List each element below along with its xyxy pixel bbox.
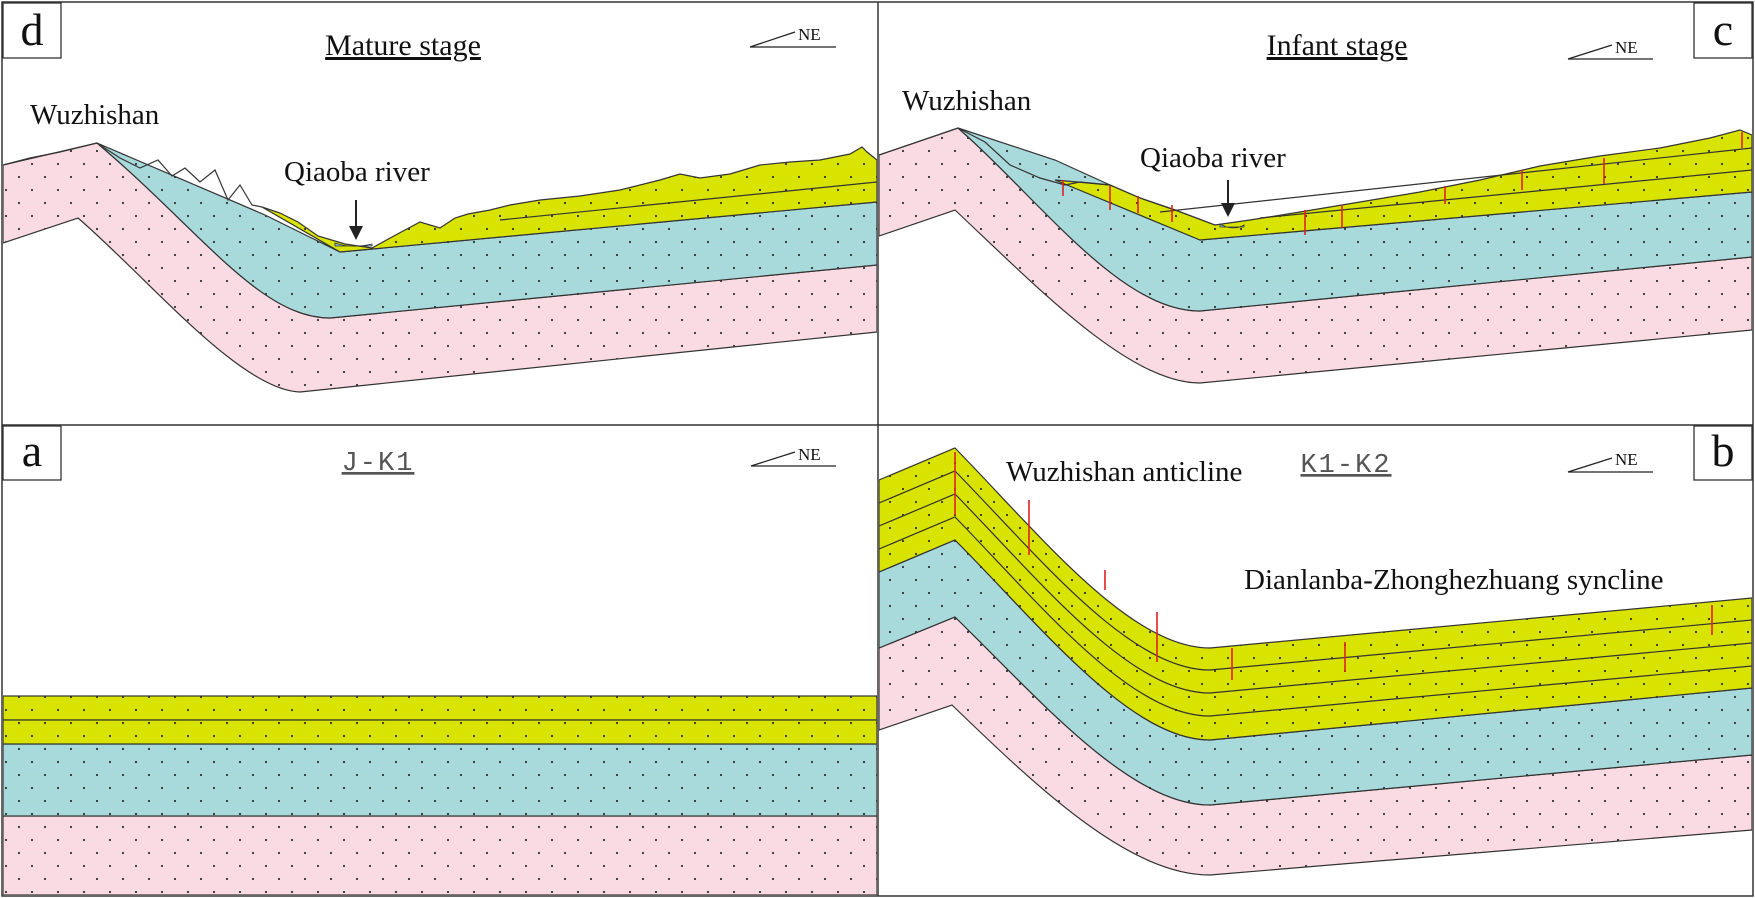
panel-c-title: Infant stage — [1267, 29, 1408, 62]
fracture-lines — [954, 452, 1713, 680]
bedding-line — [879, 493, 1752, 694]
bedding-line — [1159, 147, 1752, 213]
anticline-label: Wuzhishan anticline — [1006, 456, 1242, 488]
pink-layer-dots — [3, 816, 877, 895]
river-arrow-head — [1221, 203, 1235, 217]
blue-layer-dots — [3, 744, 877, 816]
orientation-label: NE — [798, 25, 821, 44]
river-water — [1219, 223, 1245, 229]
yellow-layer-upper-dots — [3, 696, 877, 720]
river-arrow-head — [349, 226, 363, 240]
panel-c-annotations: c Infant stage NE Wuzhishan Qiaoba river — [902, 2, 1753, 217]
orientation-label: NE — [1615, 450, 1638, 469]
panel-a-annotations: a J-K1 NE — [2, 425, 836, 481]
panel-b — [879, 447, 1752, 876]
panel-a — [3, 695, 877, 895]
panel-b-letter: b — [1712, 425, 1735, 476]
panel-c-letter: c — [1713, 4, 1733, 55]
pink-layer-dots — [879, 617, 1752, 875]
yellow-layer-dots — [879, 448, 1752, 740]
orientation-dip — [750, 451, 796, 467]
river-label: Qiaoba river — [1140, 142, 1286, 174]
panel-d — [3, 142, 877, 393]
panel-a-letter-box — [2, 425, 62, 481]
panel-d-annotations: d Mature stage NE Wuzhishan Qiaoba river — [2, 2, 836, 240]
panel-d-letter: d — [21, 4, 44, 55]
panel-c-letter-box — [1693, 2, 1753, 59]
panel-d-letter-box — [2, 2, 62, 59]
mountain-label: Wuzhishan — [30, 99, 160, 131]
panel-b-letter-box — [1693, 425, 1753, 481]
panel-d-title: Mature stage — [325, 29, 481, 62]
mountain-label: Wuzhishan — [902, 85, 1032, 117]
orientation-label: NE — [1615, 38, 1638, 57]
panel-b-annotations: b K1-K2 NE Wuzhishan anticline Dianlanba… — [1006, 425, 1753, 596]
blue-layer-dots — [97, 143, 877, 318]
ground-surface — [879, 127, 1216, 226]
bedding-line — [879, 516, 1752, 717]
yellow-layer-lower-dots — [3, 720, 877, 744]
pink-layer-dots — [3, 143, 877, 392]
blue-layer-dots — [879, 540, 1752, 805]
blue-layer-dots — [958, 128, 1752, 311]
orientation-dip — [1567, 457, 1613, 473]
river-label: Qiaoba river — [284, 156, 430, 188]
panel-c — [879, 127, 1752, 384]
bedding-line — [879, 470, 1752, 671]
bedding-line — [499, 181, 877, 221]
river-water — [334, 242, 373, 247]
syncline-label: Dianlanba-Zhonghezhuang syncline — [1244, 564, 1664, 596]
yellow-layer-dots — [262, 147, 877, 252]
fracture-lines — [1062, 132, 1743, 235]
orientation-dip — [1567, 44, 1613, 60]
orientation-label: NE — [798, 445, 821, 464]
orientation-dip — [749, 31, 796, 48]
panel-a-title: J-K1 — [342, 449, 415, 479]
panel-b-title: K1-K2 — [1300, 451, 1391, 481]
pink-layer-dots — [879, 128, 1752, 383]
yellow-layer-dots — [1055, 130, 1752, 240]
panel-a-letter: a — [22, 425, 42, 476]
eroded-surface — [3, 142, 263, 208]
